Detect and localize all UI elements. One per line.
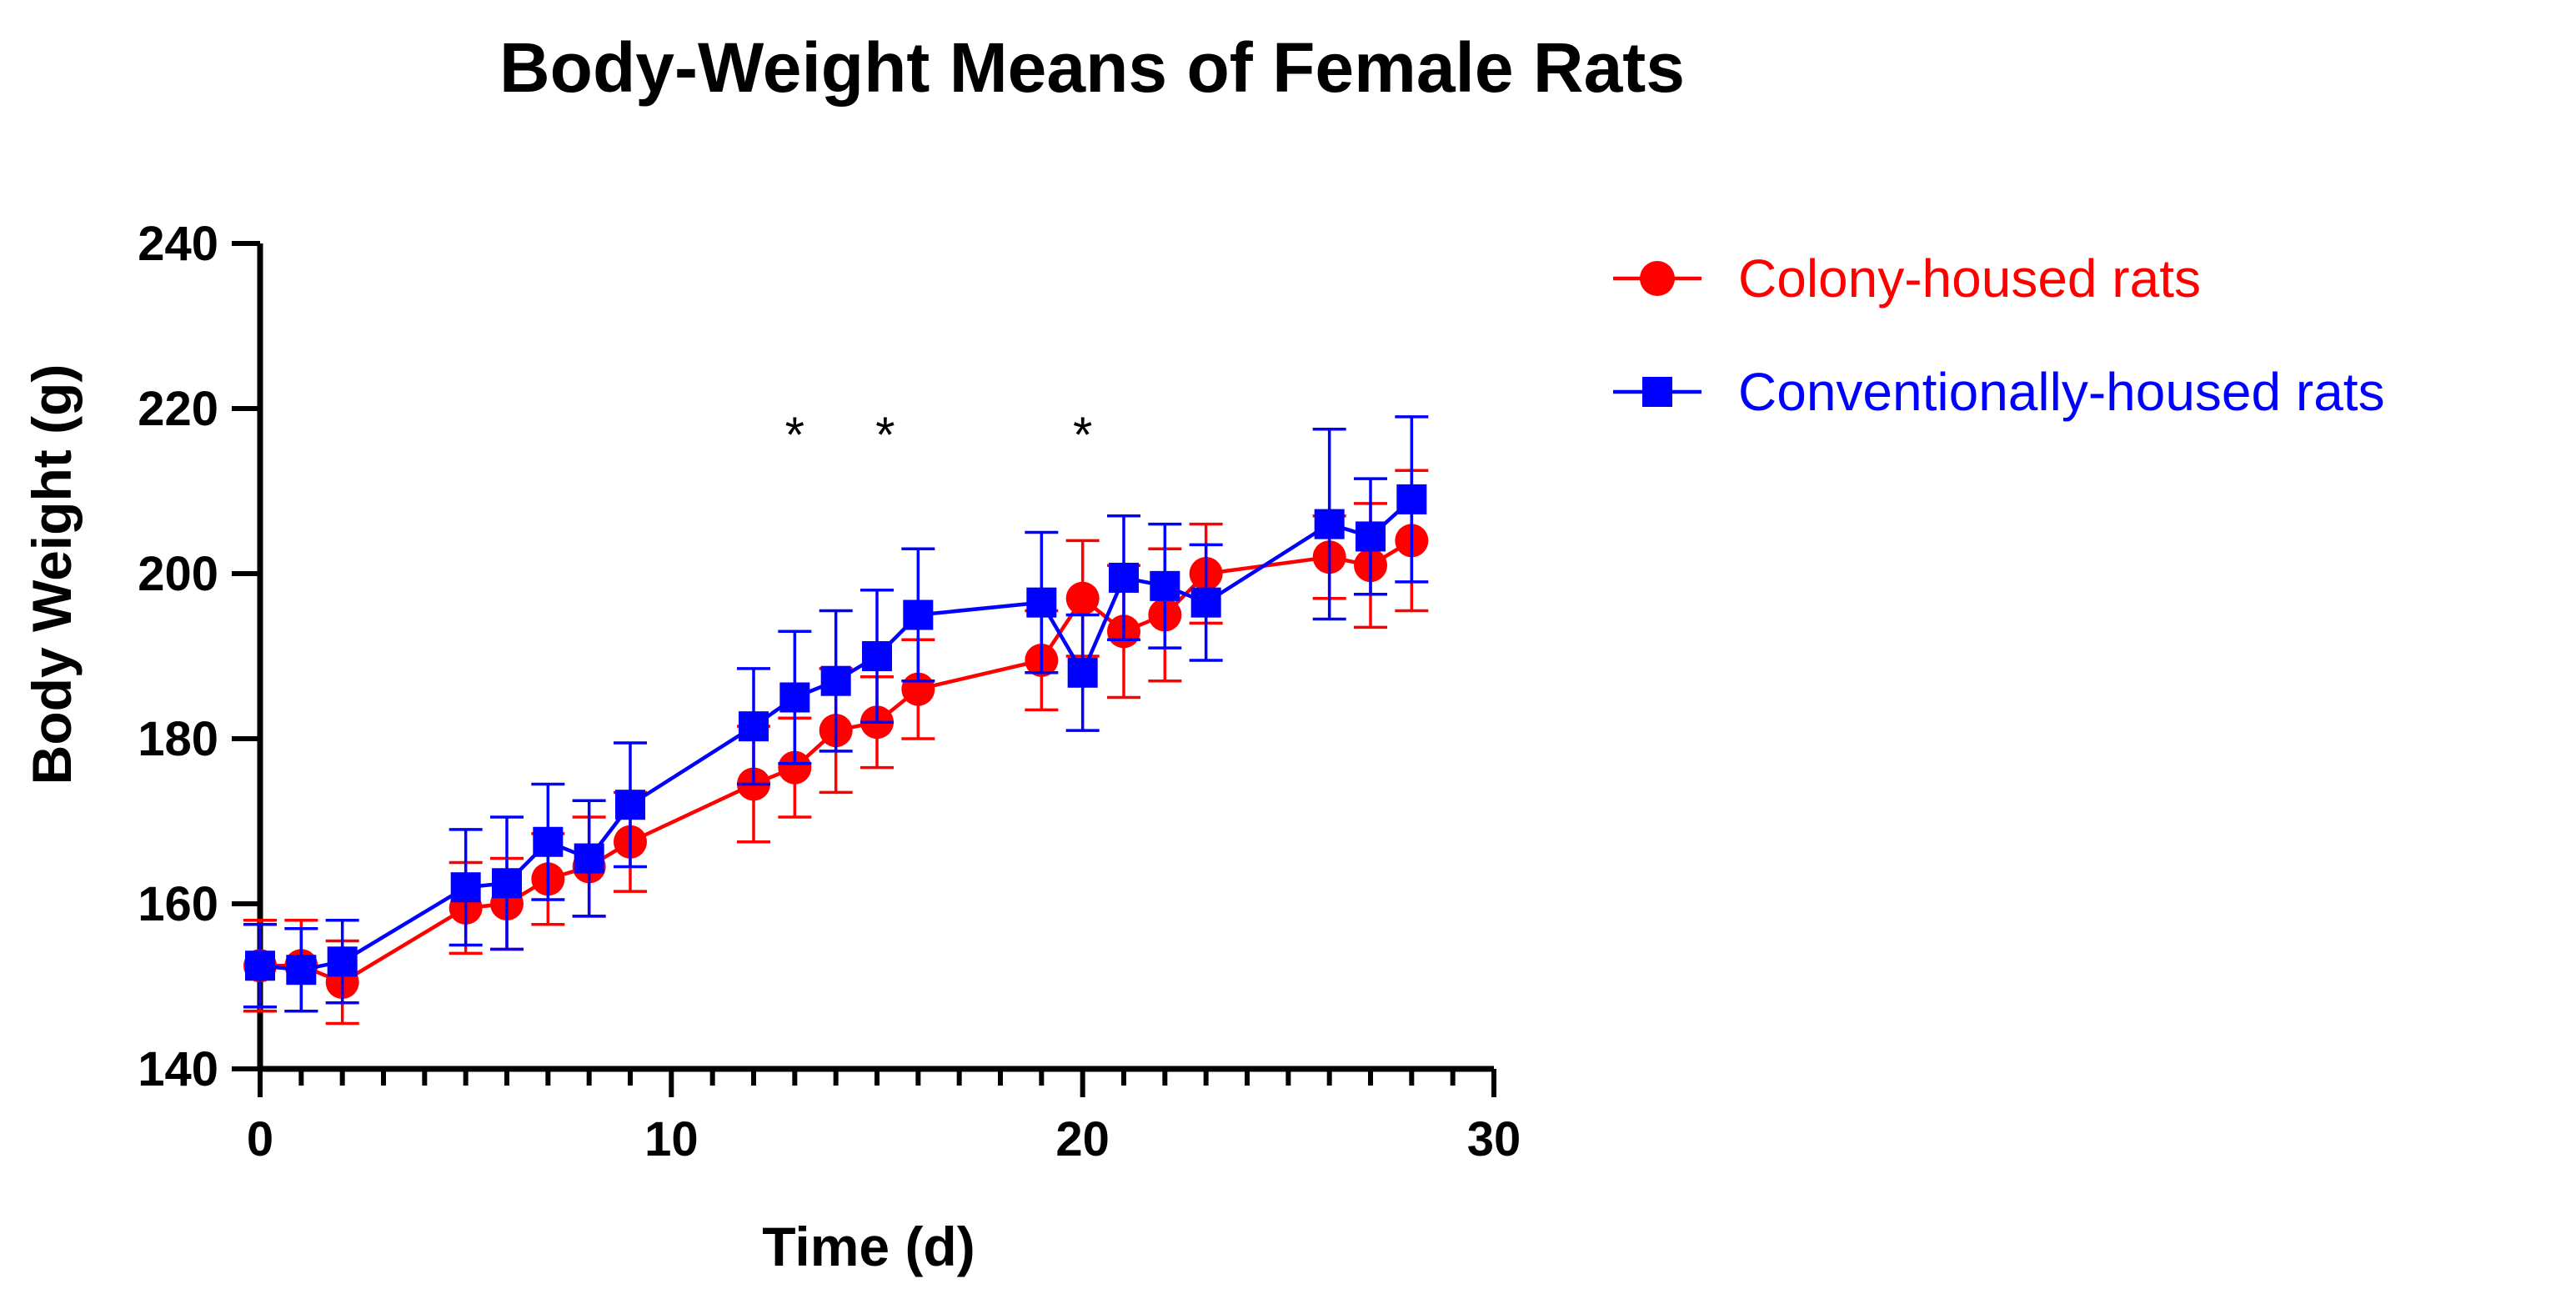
data-point xyxy=(245,950,275,981)
data-point xyxy=(1067,657,1098,688)
y-tick-label: 240 xyxy=(138,217,218,271)
x-tick-label: 10 xyxy=(644,1112,699,1166)
data-point xyxy=(533,826,564,857)
data-point xyxy=(1314,509,1345,539)
data-point xyxy=(450,872,481,903)
legend-marker xyxy=(1640,261,1675,296)
data-point xyxy=(903,599,934,630)
data-point xyxy=(327,946,358,977)
x-axis-label: Time (d) xyxy=(762,1216,975,1277)
legend-item: Conventionally-housed rats xyxy=(1613,362,2385,422)
y-tick-label: 140 xyxy=(138,1042,218,1096)
y-tick-label: 180 xyxy=(138,712,218,766)
data-point xyxy=(1356,521,1386,552)
significance-marker: * xyxy=(785,407,804,463)
significance-marker: * xyxy=(875,407,895,463)
data-point xyxy=(1396,484,1427,514)
data-point xyxy=(1065,581,1100,615)
y-tick-label: 220 xyxy=(138,382,218,436)
x-tick-label: 0 xyxy=(247,1112,273,1166)
x-tick-label: 30 xyxy=(1467,1112,1521,1166)
legend-label: Conventionally-housed rats xyxy=(1738,362,2385,422)
x-tick-label: 20 xyxy=(1055,1112,1110,1166)
legend-label: Colony-housed rats xyxy=(1738,248,2201,308)
y-tick-label: 200 xyxy=(138,547,218,601)
legend-marker xyxy=(1642,377,1672,407)
data-point xyxy=(615,790,645,820)
data-point xyxy=(286,955,317,986)
chart-title: Body-Weight Means of Female Rats xyxy=(499,28,1685,107)
data-point xyxy=(779,682,810,713)
data-point xyxy=(1109,562,1139,593)
data-point xyxy=(574,843,604,874)
legend-item: Colony-housed rats xyxy=(1613,248,2201,308)
data-point xyxy=(1150,570,1180,601)
data-point xyxy=(778,750,812,785)
plot-area: 0 10 20 30 140 160 180 200 220 240 * * * xyxy=(138,217,1521,1166)
data-point xyxy=(1190,587,1221,618)
data-point xyxy=(739,711,769,742)
series-conventional xyxy=(243,415,1429,1013)
y-tick-label: 160 xyxy=(138,877,218,931)
significance-marker: * xyxy=(1073,407,1092,463)
data-point xyxy=(862,641,892,671)
y-axis-label: Body Weight (g) xyxy=(21,364,83,785)
data-point xyxy=(492,868,522,899)
data-point xyxy=(820,665,851,696)
legend: Colony-housed rats Conventionally-housed … xyxy=(1613,248,2385,422)
data-point xyxy=(1026,587,1057,618)
